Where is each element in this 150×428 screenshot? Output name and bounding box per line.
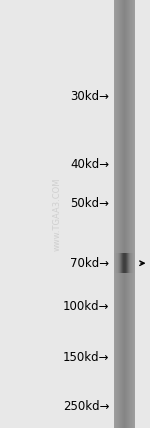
Bar (122, 253, 123, 273)
Bar (134, 0, 135, 428)
Bar (115, 0, 116, 428)
Bar (118, 0, 119, 428)
Bar (124, 0, 125, 428)
Text: 150kd→: 150kd→ (63, 351, 110, 364)
Text: 40kd→: 40kd→ (70, 158, 110, 171)
Text: www.TGAA3.COM: www.TGAA3.COM (52, 177, 62, 251)
Bar (133, 0, 134, 428)
Bar (123, 253, 124, 273)
Bar (116, 253, 117, 273)
Bar (117, 0, 118, 428)
Bar (128, 0, 129, 428)
Text: 250kd→: 250kd→ (63, 400, 110, 413)
Bar (116, 0, 117, 428)
Bar (121, 253, 122, 273)
Bar (115, 0, 116, 428)
Text: 30kd→: 30kd→ (70, 90, 110, 103)
Bar (126, 0, 127, 428)
Bar (118, 253, 119, 273)
Bar (122, 0, 123, 428)
Bar (120, 253, 121, 273)
Bar (126, 253, 127, 273)
Bar (131, 0, 132, 428)
Bar (120, 0, 121, 428)
Bar (134, 253, 135, 273)
Bar (123, 0, 124, 428)
Text: 100kd→: 100kd→ (63, 300, 110, 312)
Bar (117, 0, 118, 428)
Bar (117, 253, 118, 273)
Bar (127, 0, 128, 428)
Bar (119, 0, 120, 428)
Bar (116, 253, 117, 273)
Bar (131, 253, 132, 273)
Bar (119, 253, 120, 273)
Bar (125, 253, 126, 273)
Bar (133, 253, 134, 273)
Bar (127, 253, 128, 273)
Bar (125, 0, 126, 428)
Bar (122, 0, 123, 428)
Bar (130, 253, 131, 273)
Bar (114, 253, 115, 273)
Bar (117, 253, 118, 273)
Text: 70kd→: 70kd→ (70, 257, 110, 270)
Bar (121, 0, 122, 428)
Bar (123, 0, 124, 428)
Bar (115, 253, 116, 273)
Bar (124, 0, 125, 428)
Bar (116, 0, 117, 428)
Bar (129, 0, 130, 428)
Bar (123, 253, 124, 273)
Bar (124, 253, 125, 273)
Bar (122, 253, 123, 273)
Bar (114, 0, 115, 428)
Bar (130, 0, 131, 428)
Bar (132, 0, 133, 428)
Bar (128, 253, 129, 273)
Bar (124, 253, 125, 273)
Bar (132, 253, 133, 273)
Bar (115, 253, 116, 273)
Bar (129, 253, 130, 273)
Text: 50kd→: 50kd→ (70, 197, 110, 210)
